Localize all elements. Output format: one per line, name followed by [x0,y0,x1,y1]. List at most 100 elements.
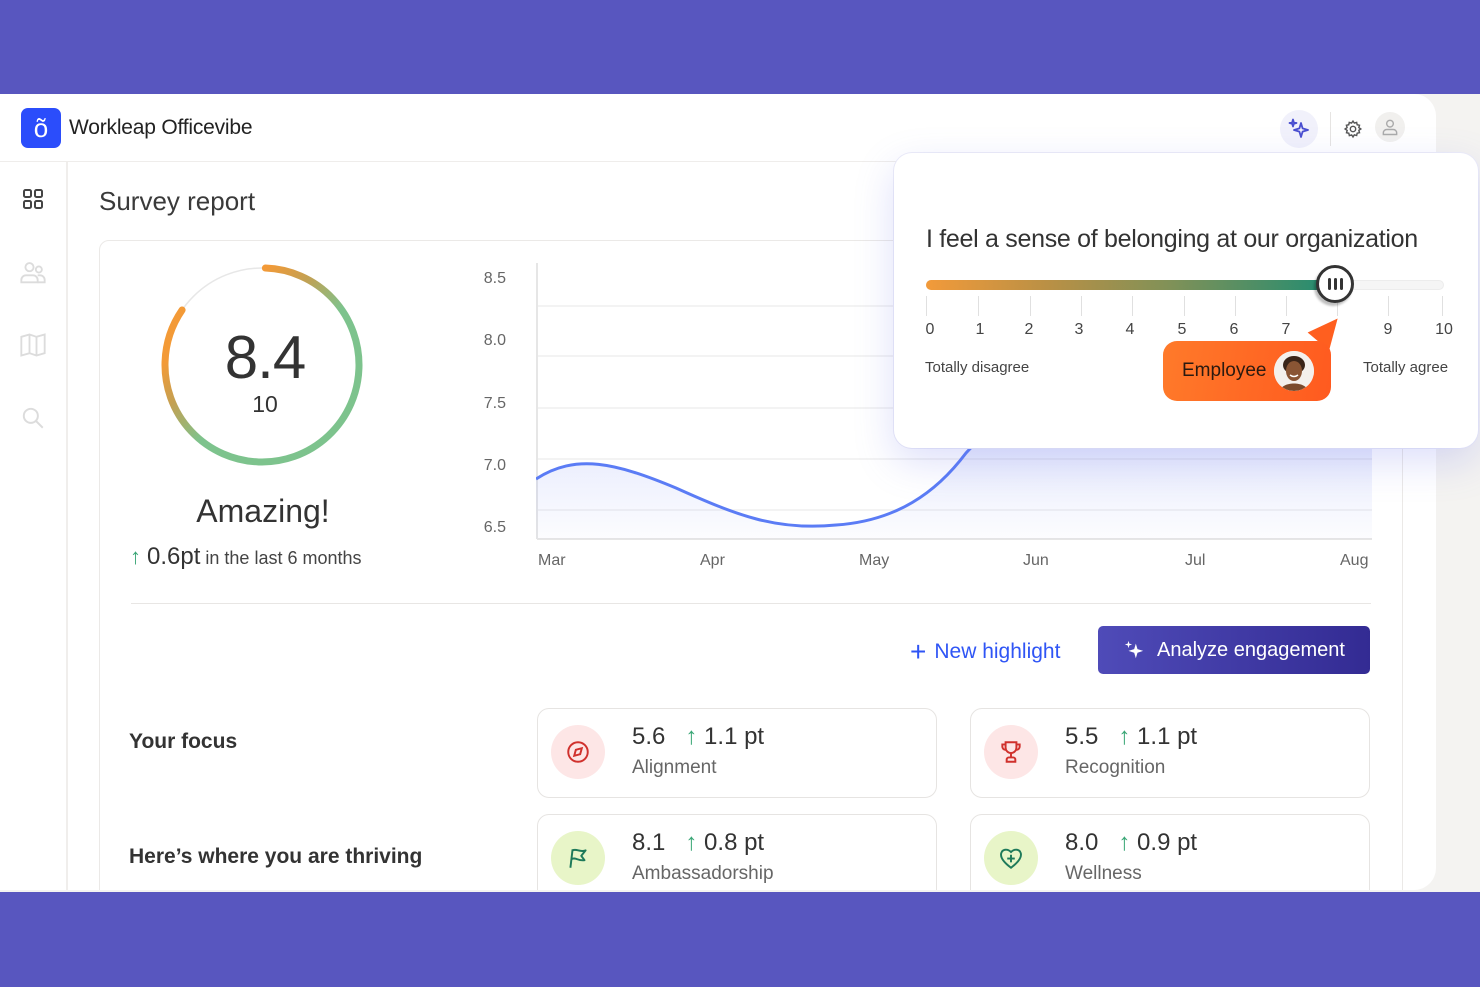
focus-section-title: Your focus [129,730,238,753]
top-bar: õ Workleap Officevibe [0,94,1436,162]
book-icon [20,333,46,357]
flag-icon [569,848,587,868]
scale-label: 1 [975,321,985,338]
metric-delta: 0.8 pt [704,829,765,856]
tick-mark [926,296,927,316]
thriving-section-title: Here’s where you are thriving [129,845,423,868]
page-title: Survey report [99,186,256,216]
app-logo[interactable]: õ [21,108,61,148]
grid-icon [23,189,43,209]
metric-card-alignment[interactable]: 5.6 ↑ 1.1 pt Alignment [537,708,937,798]
rating-slider-fill [926,280,1336,290]
sidebar-item-people[interactable] [18,258,48,288]
metric-icon-wrap [551,725,605,779]
gear-icon [1343,119,1363,139]
arrow-up-icon: ↑ [1118,723,1131,750]
scale-label: 4 [1125,321,1135,338]
scale-label: 3 [1074,321,1084,338]
metric-delta: 1.1 pt [704,723,765,750]
survey-question-popup: I feel a sense of belonging at our organ… [894,153,1478,448]
metric-value-row: 8.1 ↑ 0.8 pt [632,829,764,857]
sidebar [0,162,68,890]
scale-label: 5 [1177,321,1187,338]
compass-icon [567,741,589,763]
trend-text: in the last 6 months [205,548,362,568]
arrow-up-icon: ↑ [130,544,141,569]
tick-mark [1337,296,1338,316]
user-avatar-icon [1382,119,1398,136]
score-gauge [161,264,363,466]
scale-label: 10 [1435,321,1453,338]
sidebar-item-library[interactable] [18,330,48,360]
metric-card-wellness[interactable]: 8.0 ↑ 0.9 pt Wellness [970,814,1370,890]
tick-mark [1030,296,1031,316]
metric-card-ambassadorship[interactable]: 8.1 ↑ 0.8 pt Ambassadorship [537,814,937,890]
scale-label: 6 [1229,321,1239,338]
score-label: Amazing! [196,493,330,529]
arrow-up-icon: ↑ [685,723,698,750]
metric-value: 5.5 [1065,723,1099,750]
metric-value: 5.6 [632,723,666,750]
sidebar-item-search[interactable] [18,403,48,433]
score-trend: ↑ 0.6pt in the last 6 months [130,543,362,571]
metric-icon-wrap [984,831,1038,885]
new-highlight-button[interactable]: + New highlight [910,635,1060,669]
metric-value-row: 5.6 ↑ 1.1 pt [632,723,764,751]
scale-label: 7 [1281,321,1291,338]
metric-delta: 0.9 pt [1137,829,1198,856]
metric-value: 8.1 [632,829,666,856]
scale-label: 0 [925,321,935,338]
metric-card-recognition[interactable]: 5.5 ↑ 1.1 pt Recognition [970,708,1370,798]
sparkles-ai-icon [1288,118,1309,138]
new-highlight-label: New highlight [934,640,1061,663]
metric-name: Ambassadorship [632,863,774,884]
employee-label: Employee [1182,360,1267,381]
y-tick: 6.5 [483,519,506,536]
arrow-up-icon: ↑ [685,829,698,856]
settings-button[interactable] [1340,116,1366,142]
employee-avatar [1274,351,1314,391]
sidebar-item-dashboard[interactable] [18,184,48,214]
survey-question: I feel a sense of belonging at our organ… [926,225,1418,253]
analyze-engagement-button[interactable]: Analyze engagement [1098,626,1370,674]
score-scale: 10 [252,391,278,417]
scale-label: 9 [1383,321,1393,338]
rating-slider-thumb[interactable] [1316,265,1354,303]
header-separator [1330,112,1331,146]
y-tick: 8.0 [483,332,506,349]
ai-assistant-button[interactable] [1280,110,1318,148]
analyze-label: Analyze engagement [1157,638,1345,661]
tick-mark [978,296,979,316]
heart-plus-icon [1000,848,1022,869]
plus-icon: + [910,636,927,667]
scale-min-label: Totally disagree [925,359,1030,376]
employee-cursor-tag: Employee [1163,341,1331,401]
x-tick: Mar [538,552,566,569]
metric-name: Alignment [632,757,717,778]
tick-mark [1132,296,1133,316]
tick-mark [1184,296,1185,316]
metric-name: Recognition [1065,757,1166,778]
scale-max-label: Totally agree [1363,359,1449,376]
x-tick: Jun [1023,552,1049,569]
search-icon [22,407,44,429]
x-tick: Jul [1185,552,1206,569]
users-icon [20,262,46,284]
metric-value-row: 5.5 ↑ 1.1 pt [1065,723,1197,751]
metric-icon-wrap [551,831,605,885]
arrow-up-icon: ↑ [1118,829,1131,856]
metric-value: 8.0 [1065,829,1099,856]
tick-mark [1286,296,1287,316]
user-avatar-button[interactable] [1375,112,1405,142]
tick-mark [1081,296,1082,316]
metric-delta: 1.1 pt [1137,723,1198,750]
x-tick: Aug [1340,552,1369,569]
x-tick: Apr [700,552,725,569]
metric-name: Wellness [1065,863,1142,884]
section-divider [131,603,1371,604]
y-tick: 7.5 [483,395,506,412]
tick-mark [1235,296,1236,316]
tick-mark [1388,296,1389,316]
y-tick: 7.0 [483,457,506,474]
metric-value-row: 8.0 ↑ 0.9 pt [1065,829,1197,857]
